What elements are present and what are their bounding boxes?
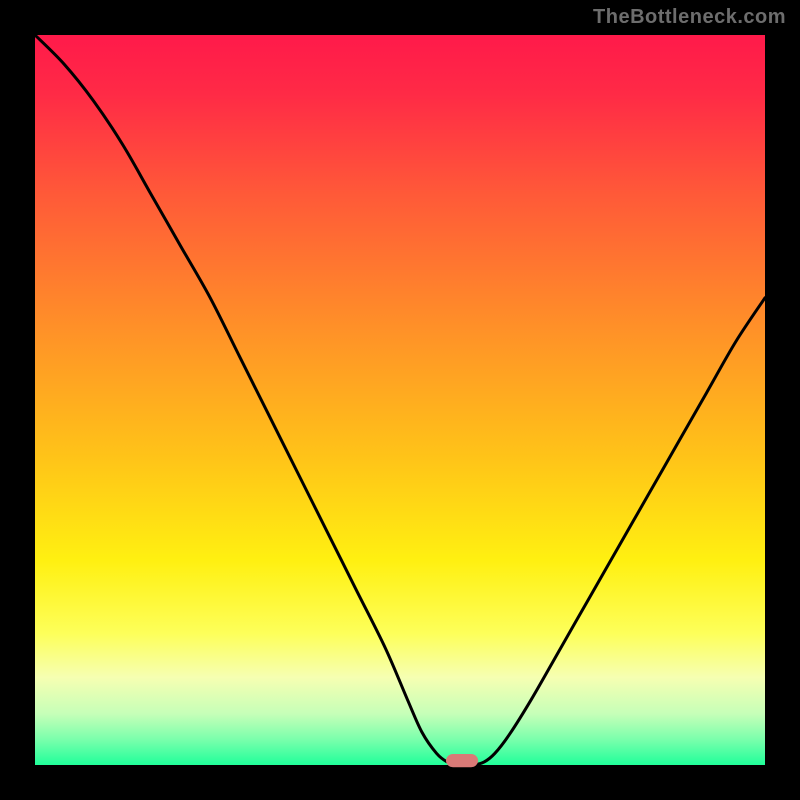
optimal-marker [446,754,478,767]
chart-svg [0,0,800,800]
watermark-text: TheBottleneck.com [593,6,786,29]
bottleneck-chart: TheBottleneck.com [0,0,800,800]
plot-background [35,35,765,765]
